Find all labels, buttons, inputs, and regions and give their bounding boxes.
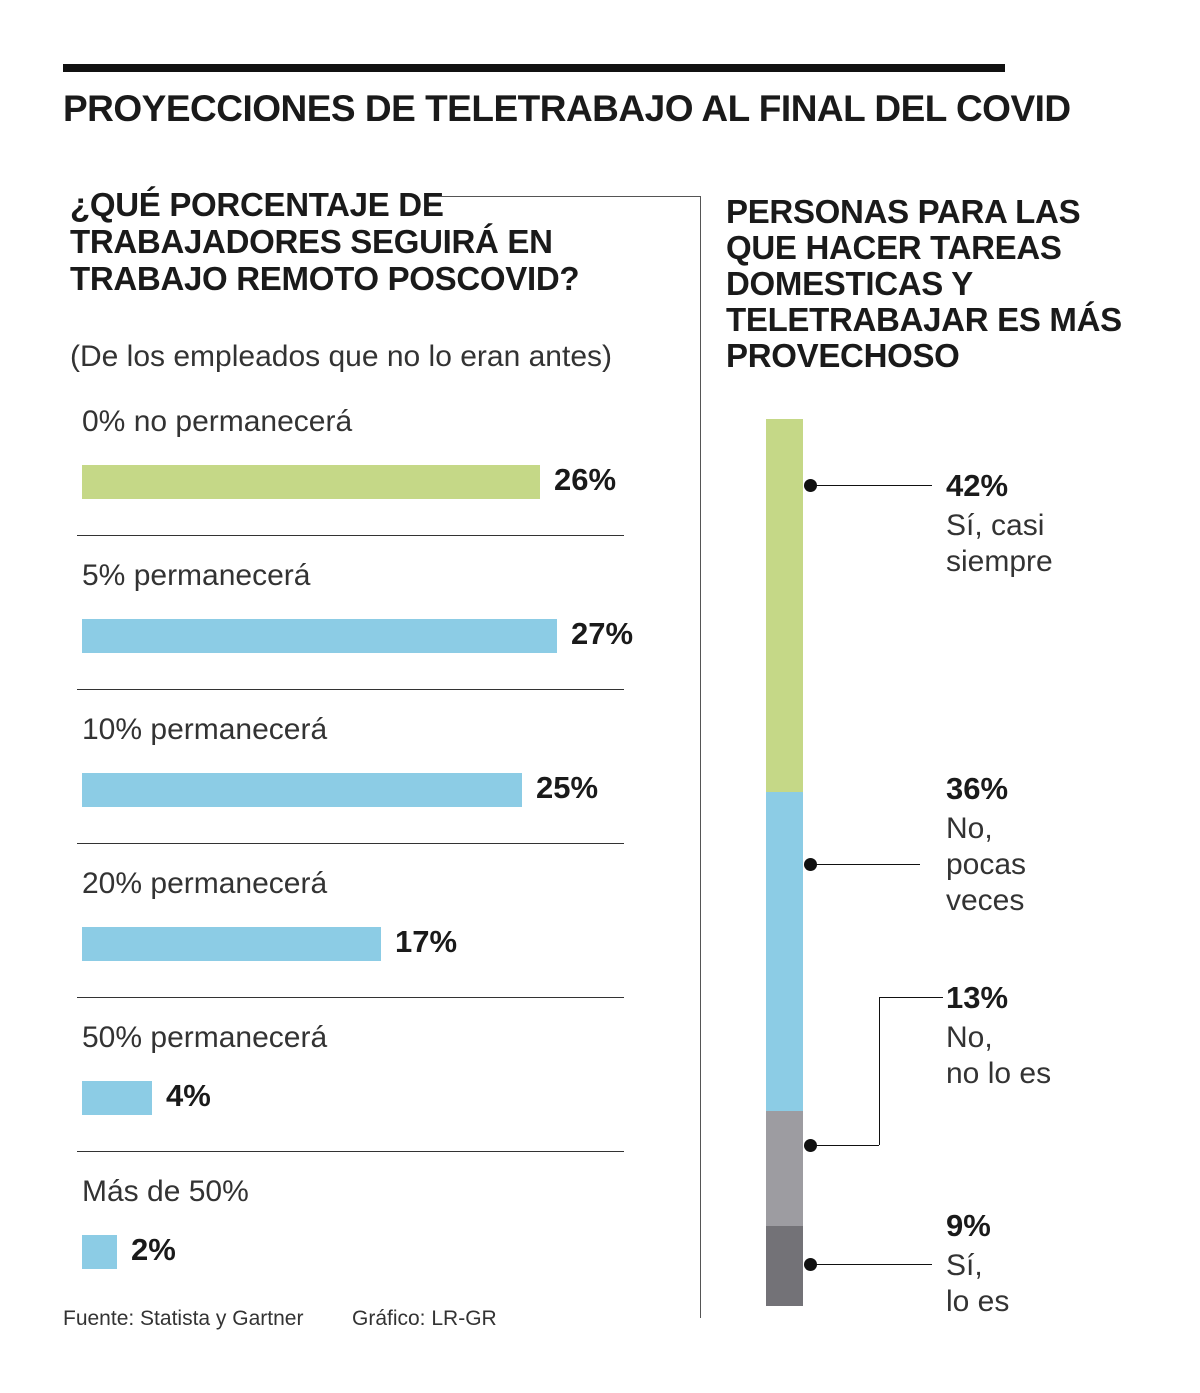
graphic-credit: Gráfico: LR-GR — [352, 1307, 497, 1330]
bar-category-label: 50% permanecerá — [82, 1021, 328, 1054]
bar-category-label: 5% permanecerá — [82, 559, 311, 592]
row-separator — [77, 535, 624, 536]
leader-line — [879, 997, 943, 998]
segment-description: Sí, lo es — [946, 1249, 1010, 1318]
bar — [82, 465, 540, 499]
row-separator — [77, 1151, 624, 1152]
bar-category-label: 10% permanecerá — [82, 713, 328, 746]
bar-value-label: 17% — [395, 924, 458, 959]
source-note: Fuente: Statista y Gartner — [63, 1307, 304, 1330]
segment-value-label: 42% — [946, 468, 1009, 503]
leader-line — [879, 997, 880, 1145]
stack-segment — [766, 1111, 803, 1226]
segment-description: No, pocas veces — [946, 812, 1027, 917]
panel-divider-vertical — [700, 196, 701, 1318]
leader-line — [810, 864, 920, 865]
row-separator — [77, 997, 624, 998]
bar — [82, 1081, 152, 1115]
bar — [82, 619, 557, 653]
leader-line — [810, 485, 932, 486]
segment-value-label: 13% — [946, 980, 1009, 1015]
leader-line — [810, 1264, 932, 1265]
right-chart-title: PERSONAS PARA LAS QUE HACER TAREAS DOMES… — [726, 193, 1122, 374]
top-rule — [63, 64, 1005, 72]
bar-value-label: 4% — [166, 1078, 211, 1113]
leader-line — [810, 1145, 879, 1146]
segment-value-label: 9% — [946, 1208, 991, 1243]
bar-value-label: 25% — [536, 770, 599, 805]
bar — [82, 773, 522, 807]
segment-value-label: 36% — [946, 771, 1009, 806]
panel-divider-horizontal — [441, 196, 701, 197]
left-chart-title: ¿QUÉ PORCENTAJE DE TRABAJADORES SEGUIRÁ … — [70, 186, 580, 297]
bar — [82, 927, 381, 961]
bar-category-label: 20% permanecerá — [82, 867, 328, 900]
row-separator — [77, 689, 624, 690]
page-title: PROYECCIONES DE TELETRABAJO AL FINAL DEL… — [63, 88, 1071, 129]
stack-segment — [766, 419, 803, 792]
bar-value-label: 27% — [571, 616, 634, 651]
stack-segment — [766, 792, 803, 1111]
bar-category-label: Más de 50% — [82, 1175, 249, 1208]
left-chart-subtitle: (De los empleados que no lo eran antes) — [70, 340, 612, 373]
bar-category-label: 0% no permanecerá — [82, 405, 353, 438]
bar-value-label: 26% — [554, 462, 617, 497]
bar-value-label: 2% — [131, 1232, 176, 1267]
stack-segment — [766, 1226, 803, 1306]
segment-description: No, no lo es — [946, 1021, 1052, 1090]
row-separator — [77, 843, 624, 844]
segment-description: Sí, casi siempre — [946, 509, 1053, 578]
bar — [82, 1235, 117, 1269]
